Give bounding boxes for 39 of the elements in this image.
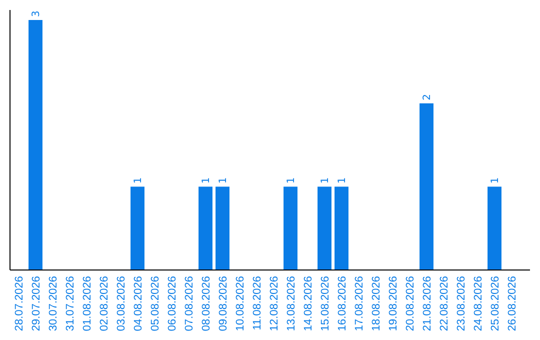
x-tick-label: 10.08.2026 — [234, 276, 246, 332]
x-tick-label: 08.08.2026 — [200, 276, 212, 332]
x-tick-label: 21.08.2026 — [421, 276, 434, 332]
data-label: 3 — [31, 10, 42, 17]
x-tick-label: 12.08.2026 — [268, 276, 280, 332]
x-tick-label: 01.08.2026 — [81, 276, 94, 332]
x-tick-label: 19.08.2026 — [387, 276, 400, 332]
x-tick-label: 16.08.2026 — [336, 276, 348, 332]
x-tick-label: 18.08.2026 — [370, 276, 382, 332]
x-tick-label: 26.08.2026 — [506, 276, 518, 332]
x-tick-label: 31.07.2026 — [64, 276, 76, 332]
x-tick-label: 05.08.2026 — [149, 276, 162, 332]
data-label: 1 — [133, 177, 144, 184]
x-tick-label: 15.08.2026 — [319, 276, 332, 332]
x-tick-label: 03.08.2026 — [115, 276, 128, 332]
x-tick-label: 13.08.2026 — [285, 276, 298, 332]
x-tick-label: 23.08.2026 — [455, 276, 468, 332]
data-label: 2 — [422, 94, 433, 100]
data-label: 1 — [201, 177, 212, 184]
x-tick-label: 24.08.2026 — [472, 276, 484, 332]
x-tick-label: 30.07.2026 — [47, 276, 60, 332]
x-tick-label: 28.07.2026 — [13, 276, 26, 332]
data-label: 1 — [218, 177, 229, 184]
x-tick-label: 02.08.2026 — [98, 276, 110, 332]
x-tick-label: 29.07.2026 — [30, 276, 42, 332]
data-label: 1 — [490, 177, 501, 184]
x-tick-label: 09.08.2026 — [217, 276, 230, 332]
data-label: 1 — [337, 177, 348, 184]
x-tick-label: 14.08.2026 — [302, 276, 314, 332]
x-tick-label: 22.08.2026 — [438, 276, 450, 332]
x-tick-label: 04.08.2026 — [132, 276, 144, 332]
x-tick-label: 07.08.2026 — [183, 276, 196, 332]
x-tick-label: 17.08.2026 — [353, 276, 366, 332]
x-tick-label: 25.08.2026 — [489, 276, 502, 332]
data-label: 1 — [320, 177, 331, 184]
x-tick-label: 06.08.2026 — [166, 276, 178, 332]
x-tick-label: 20.08.2026 — [404, 276, 416, 332]
x-tick-label: 11.08.2026 — [251, 276, 264, 330]
data-label: 1 — [286, 177, 297, 184]
